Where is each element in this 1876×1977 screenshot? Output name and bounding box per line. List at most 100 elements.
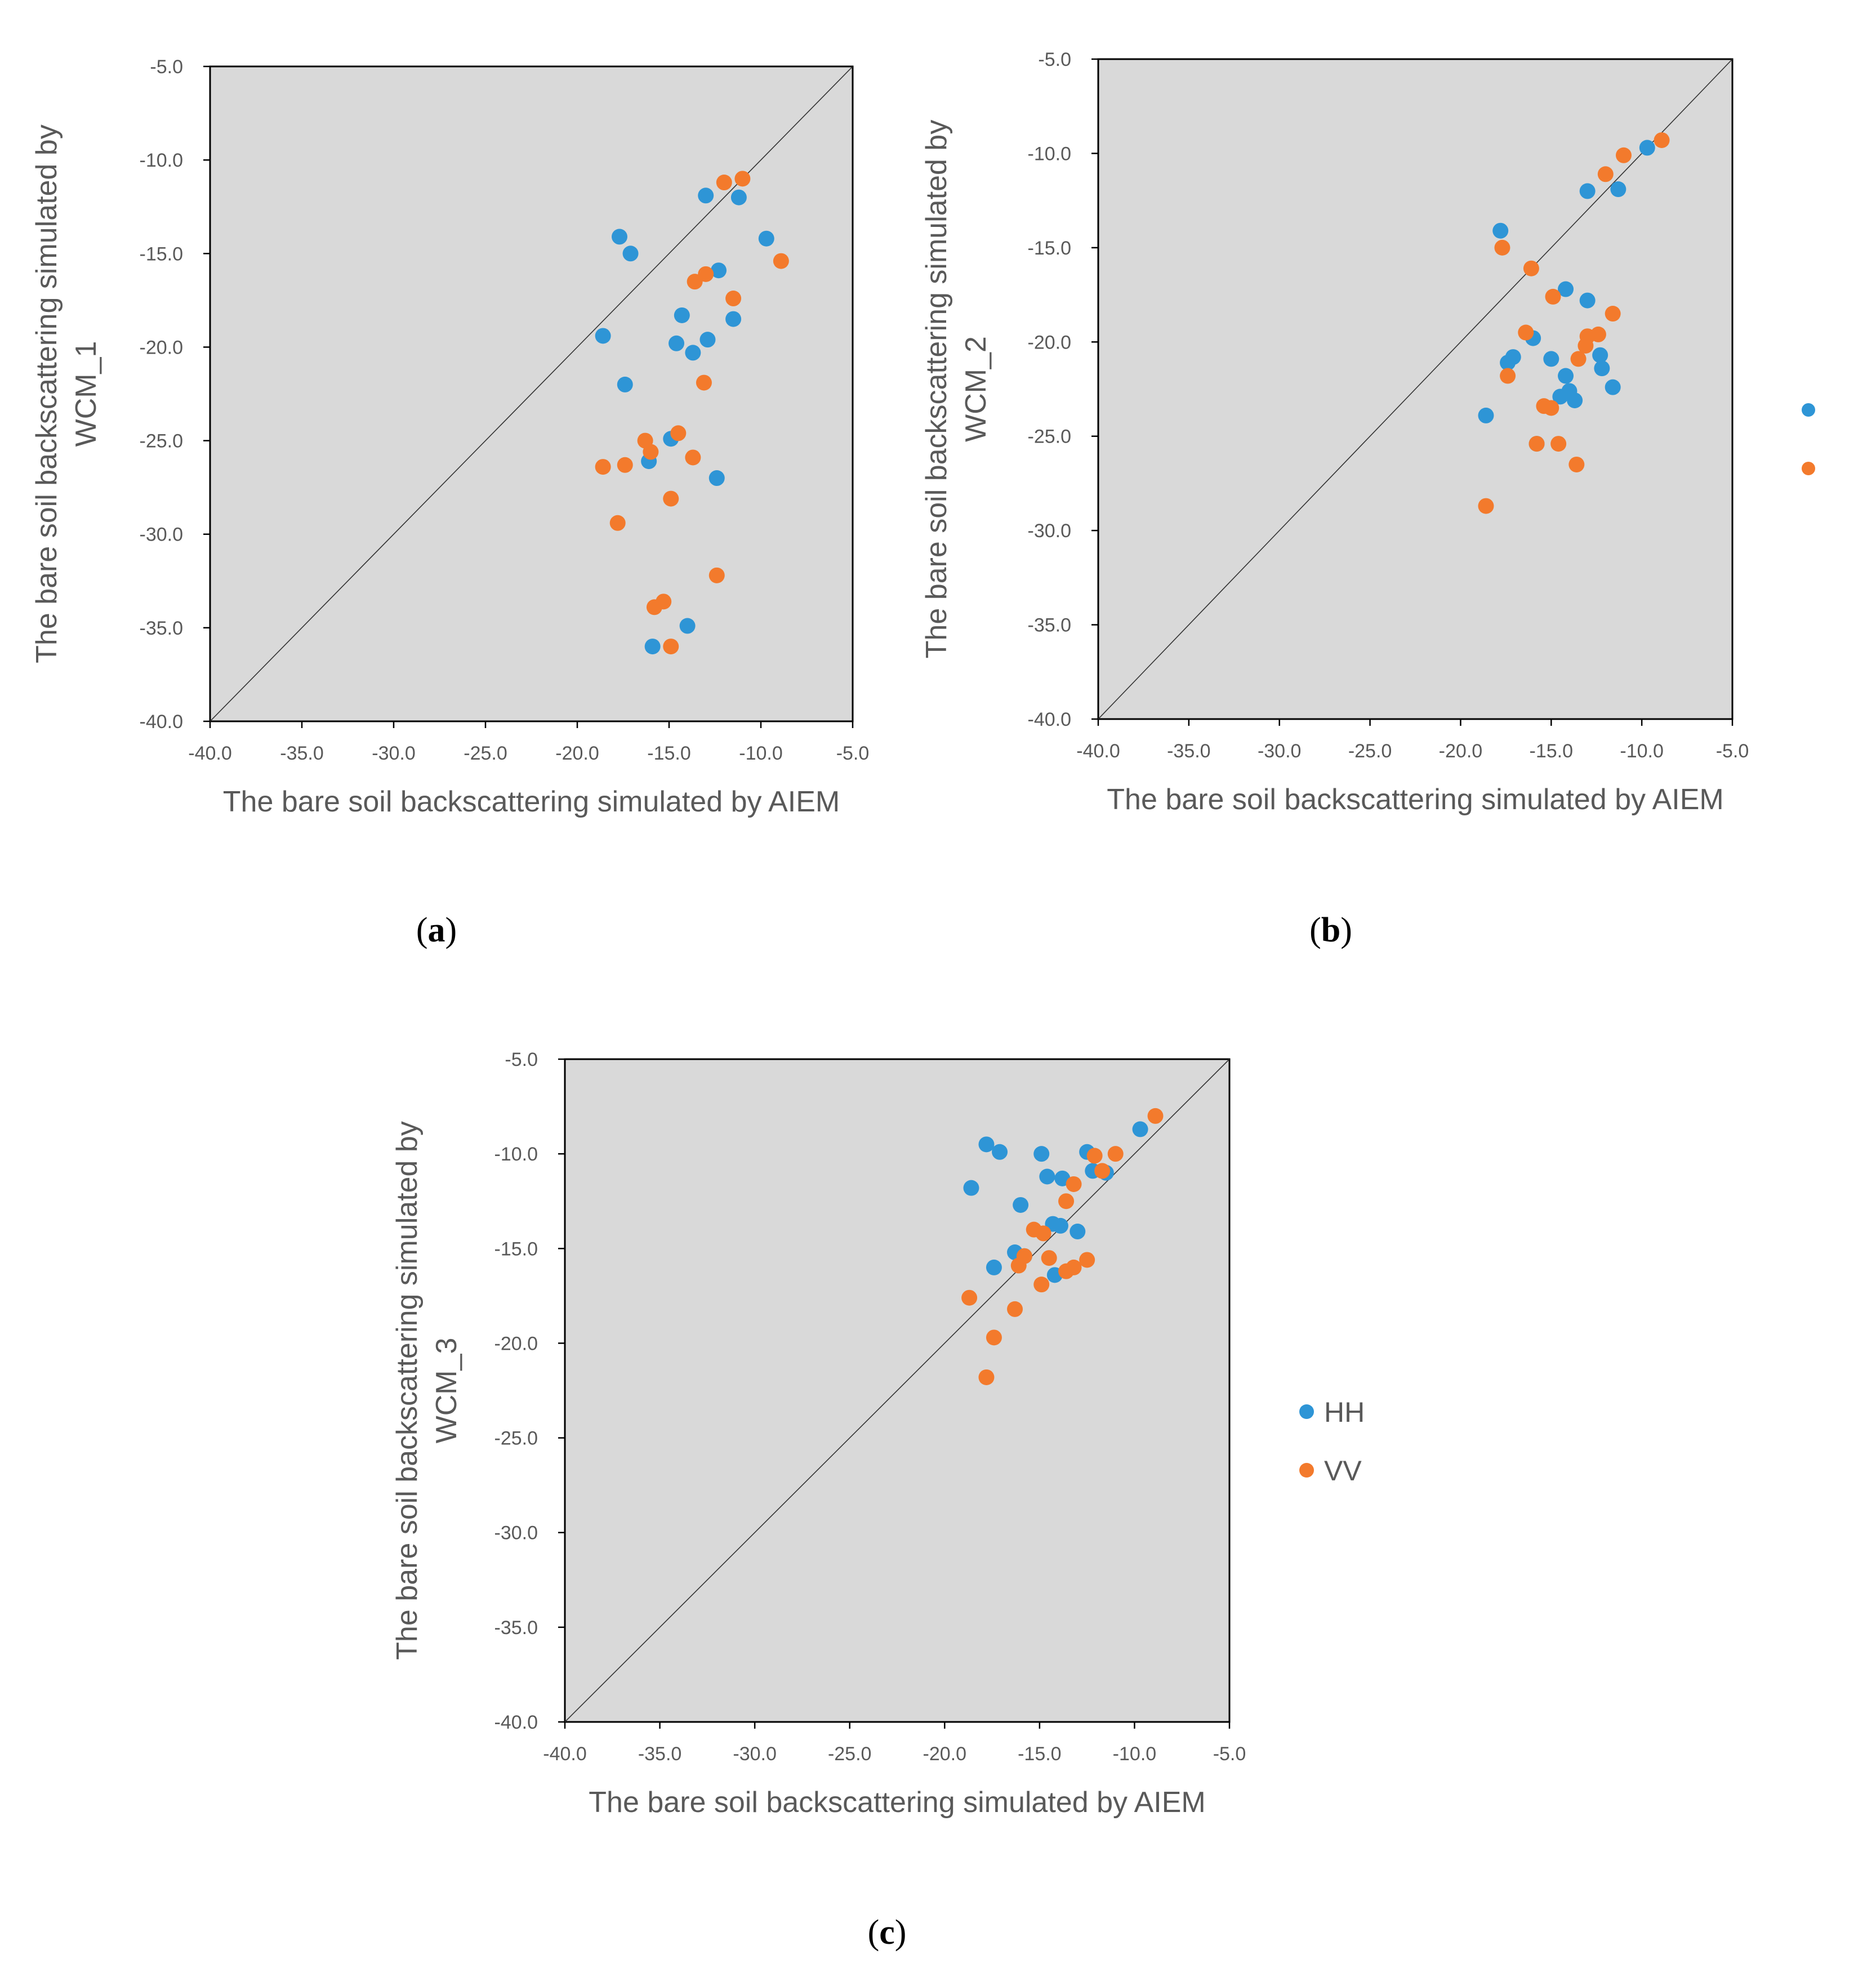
data-point-hh	[1552, 389, 1568, 405]
data-point-hh	[595, 328, 611, 344]
y-tick-label: -40.0	[494, 1712, 538, 1733]
data-point-hh	[1070, 1224, 1086, 1240]
data-point-hh	[1033, 1146, 1050, 1162]
data-point-vv	[1605, 306, 1621, 322]
data-point-vv	[617, 457, 633, 473]
x-tick-label: -40.0	[543, 1743, 587, 1765]
data-point-vv	[961, 1289, 978, 1306]
data-point-hh	[1543, 351, 1559, 367]
data-point-hh	[698, 188, 714, 204]
data-point-vv	[1035, 1225, 1051, 1242]
y-tick-label: -25.0	[494, 1428, 538, 1449]
data-point-vv	[1550, 436, 1567, 452]
data-point-hh	[699, 332, 716, 348]
data-point-vv	[1086, 1148, 1103, 1164]
data-point-vv	[687, 274, 703, 290]
data-point-vv	[663, 490, 679, 507]
reference-line-c	[564, 1059, 1230, 1722]
data-point-vv	[670, 425, 687, 441]
data-point-hh	[644, 639, 661, 655]
data-point-hh	[1039, 1168, 1055, 1185]
data-point-vv	[1529, 436, 1545, 452]
data-point-hh	[1052, 1217, 1068, 1234]
data-point-hh	[730, 189, 747, 206]
data-point-hh	[674, 307, 690, 323]
data-point-vv	[1654, 132, 1670, 148]
y-tick-label: -35.0	[1028, 615, 1072, 636]
data-point-vv	[646, 599, 662, 615]
data-point-hh	[1579, 183, 1596, 199]
panel-b-chart: -40.0 -35.0 -30.0 -25.0 -20.0 -15.0 -10.0 -5.0 -…	[920, 49, 1749, 816]
data-point-vv	[595, 459, 611, 475]
y-tick-label: -40.0	[1028, 709, 1072, 730]
data-point-vv	[1079, 1252, 1095, 1268]
y-tick-label: -20.0	[1028, 332, 1072, 353]
data-point-hh	[679, 618, 696, 634]
x-tick-label: -10.0	[1113, 1743, 1157, 1765]
y-tick-label: -10.0	[1028, 143, 1072, 164]
x-tick-label: -10.0	[1620, 740, 1664, 762]
data-point-hh	[1013, 1197, 1029, 1213]
x-tick-label: -35.0	[1167, 740, 1211, 762]
x-tick-label: -30.0	[733, 1743, 777, 1765]
data-point-vv	[643, 444, 659, 460]
y-axis-title-line: WCM_2	[960, 336, 992, 442]
y-tick-label: -20.0	[494, 1333, 538, 1354]
x-tick-label: -25.0	[1348, 740, 1392, 762]
legend-marker-vv	[1299, 1463, 1314, 1478]
y-tick-label: -30.0	[140, 524, 184, 546]
data-point-vv	[1010, 1257, 1027, 1274]
x-tick-label: -40.0	[1076, 740, 1120, 762]
y-tick-label: -25.0	[140, 431, 184, 452]
x-tick-label: -20.0	[555, 743, 599, 764]
y-axis-title-line: The bare soil backscattering simulated b…	[391, 1121, 424, 1660]
x-tick-label: -40.0	[188, 743, 232, 764]
data-point-hh	[1500, 355, 1516, 371]
x-axis-title: The bare soil backscattering simulated b…	[1107, 783, 1723, 816]
y-tick-label: -35.0	[140, 618, 184, 639]
data-point-vv	[1578, 337, 1594, 354]
data-point-vv	[696, 374, 712, 391]
y-tick-label: -5.0	[505, 1049, 538, 1070]
data-point-hh	[1605, 379, 1621, 395]
legend-marker-hh-clipped	[1802, 403, 1815, 417]
data-point-hh	[617, 376, 633, 392]
x-tick-label: -35.0	[638, 1743, 682, 1765]
panel-label-a: (a)	[416, 911, 457, 949]
data-point-vv	[1523, 260, 1539, 276]
data-point-hh	[1567, 392, 1583, 409]
data-point-vv	[698, 266, 714, 282]
data-point-vv	[609, 515, 626, 531]
x-tick-label: -25.0	[464, 743, 507, 764]
data-point-vv	[1494, 239, 1510, 256]
data-point-hh	[685, 345, 701, 361]
legend-marker-hh	[1299, 1404, 1314, 1419]
x-tick-label: -30.0	[1258, 740, 1302, 762]
data-point-hh	[1558, 281, 1574, 297]
x-tick-label: -10.0	[739, 743, 783, 764]
data-point-vv	[1500, 368, 1516, 384]
x-tick-label: -15.0	[1530, 740, 1574, 762]
data-point-vv	[1094, 1163, 1111, 1179]
x-tick-label: -20.0	[1439, 740, 1483, 762]
data-point-hh	[1594, 360, 1610, 377]
legend-label-hh: HH	[1324, 1396, 1365, 1428]
y-axis-title-line: WCM_1	[70, 341, 103, 447]
reference-line-b	[1098, 59, 1733, 720]
data-point-hh	[1639, 140, 1655, 156]
data-point-vv	[1066, 1176, 1082, 1192]
data-point-hh	[1558, 368, 1574, 384]
y-tick-label: -15.0	[140, 243, 184, 265]
data-point-vv	[986, 1329, 1002, 1346]
data-point-vv	[1058, 1193, 1075, 1210]
data-point-hh	[708, 470, 725, 487]
data-point-hh	[725, 311, 742, 327]
svg-text:(b): (b)	[1309, 911, 1352, 949]
x-tick-label: -20.0	[923, 1743, 967, 1765]
x-tick-label: -25.0	[828, 1743, 872, 1765]
y-tick-label: -10.0	[494, 1144, 538, 1165]
panel-c-chart: -40.0 -35.0 -30.0 -25.0 -20.0 -15.0 -10.0 -5.0 -…	[391, 1049, 1246, 1819]
y-axis-title-line: The bare soil backscattering simulated b…	[920, 120, 953, 659]
data-point-vv	[1147, 1108, 1164, 1124]
